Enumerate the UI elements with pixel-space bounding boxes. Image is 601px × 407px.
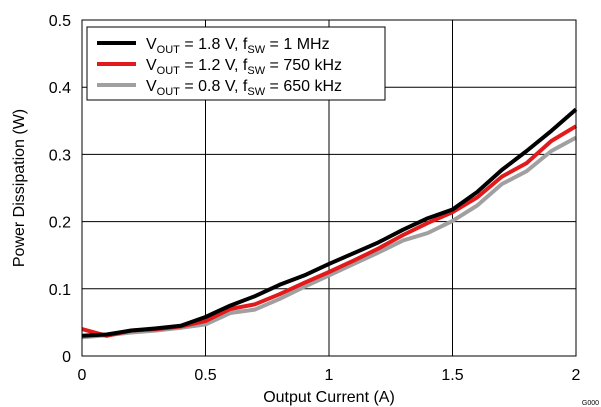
x-axis-ticks: 0 0.5 1 1.5 2 xyxy=(78,367,581,384)
legend-label: VOUT = 1.8 V, fSW = 1 MHz xyxy=(146,36,330,56)
figure-id: G000 xyxy=(582,400,599,407)
legend-box xyxy=(86,26,386,101)
x-tick-label: 1.5 xyxy=(441,367,463,384)
y-tick-label: 0.3 xyxy=(49,147,71,164)
x-axis-title: Output Current (A) xyxy=(263,389,395,406)
x-tick-label: 1 xyxy=(325,367,334,384)
y-tick-label: 0.4 xyxy=(49,80,71,97)
y-tick-label: 0 xyxy=(62,349,71,366)
legend-label: VOUT = 1.2 V, fSW = 750 kHz xyxy=(146,57,342,77)
y-axis-ticks: 0 0.1 0.2 0.3 0.4 0.5 xyxy=(49,13,71,366)
y-axis-title: Power Dissipation (W) xyxy=(11,109,28,267)
x-tick-label: 2 xyxy=(572,367,581,384)
x-tick-label: 0.5 xyxy=(194,367,216,384)
y-tick-label: 0.1 xyxy=(49,282,71,299)
y-tick-label: 0.2 xyxy=(49,215,71,232)
x-tick-label: 0 xyxy=(78,367,87,384)
y-tick-label: 0.5 xyxy=(49,13,71,30)
series-line xyxy=(81,107,578,338)
legend-label: VOUT = 0.8 V, fSW = 650 kHz xyxy=(146,78,342,98)
series-lines xyxy=(81,107,578,340)
plot-frame xyxy=(81,19,577,357)
